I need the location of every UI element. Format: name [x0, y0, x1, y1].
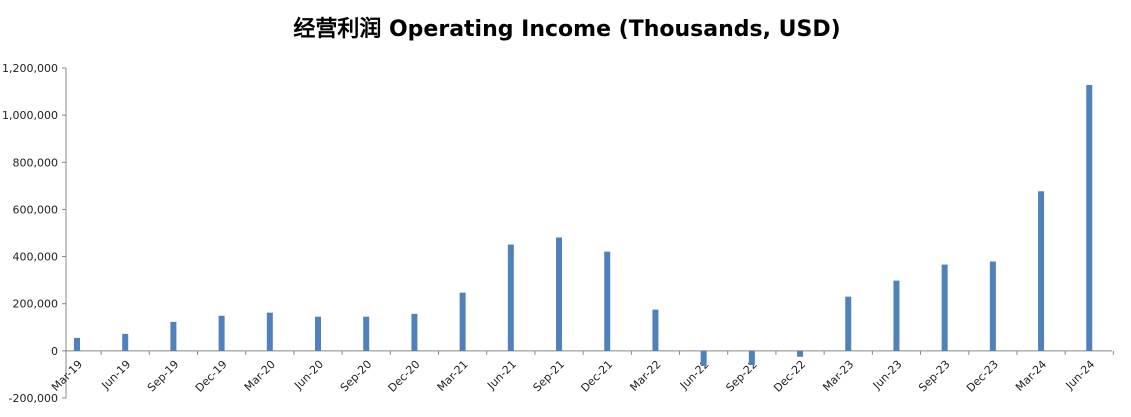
bar: [74, 337, 80, 351]
y-tick-label: 800,000: [13, 156, 59, 169]
bar: [1038, 191, 1045, 351]
bar: [556, 237, 563, 351]
bar: [1086, 84, 1093, 351]
bar: [122, 333, 129, 351]
bar: [459, 292, 466, 351]
x-tick-label: Dec-20: [386, 358, 423, 395]
bar: [315, 316, 322, 351]
y-tick-label: 200,000: [13, 298, 59, 311]
bar: [989, 261, 996, 351]
y-tick-label: -200,000: [9, 392, 58, 405]
bar: [266, 312, 273, 351]
x-tick-label: Sep-20: [338, 358, 375, 395]
y-tick-label: 0: [51, 345, 58, 358]
bar: [797, 350, 804, 357]
bar: [411, 313, 418, 351]
y-tick-label: 600,000: [13, 203, 59, 216]
x-tick-label: Sep-19: [145, 358, 182, 395]
x-tick-label: Mar-20: [242, 358, 278, 394]
bar: [363, 316, 370, 351]
bar: [604, 251, 611, 351]
x-tick-label: Jun-23: [870, 358, 905, 393]
bar: [748, 350, 755, 365]
bar: [893, 280, 900, 351]
x-tick-label: Jun-21: [484, 358, 519, 393]
x-tick-label: Jun-24: [1063, 358, 1098, 393]
x-tick-label: Sep-23: [916, 358, 953, 395]
x-tick-label: Mar-21: [435, 358, 471, 394]
bar: [652, 309, 659, 351]
chart-title: 经营利润 Operating Income (Thousands, USD): [293, 16, 840, 42]
bar: [218, 315, 225, 351]
x-tick-label: Jun-20: [291, 358, 326, 393]
x-tick-label: Jun-19: [99, 358, 134, 393]
bar: [170, 321, 177, 351]
bar: [845, 296, 852, 351]
x-tick-label: Mar-24: [1013, 358, 1049, 394]
x-tick-label: Dec-23: [964, 358, 1001, 395]
x-tick-label: Mar-22: [627, 358, 663, 394]
y-tick-label: 1,000,000: [2, 109, 58, 122]
x-tick-label: Sep-21: [531, 358, 568, 395]
x-tick-label: Dec-22: [771, 358, 808, 395]
y-tick-label: 1,200,000: [2, 62, 58, 75]
bar: [507, 244, 514, 351]
x-tick-label: Dec-21: [578, 358, 615, 395]
bar: [700, 350, 707, 366]
y-tick-label: 400,000: [13, 251, 59, 264]
bar: [941, 264, 948, 351]
x-tick-label: Mar-19: [49, 358, 85, 394]
x-tick-label: Dec-19: [193, 358, 230, 395]
x-tick-label: Mar-23: [820, 358, 856, 394]
